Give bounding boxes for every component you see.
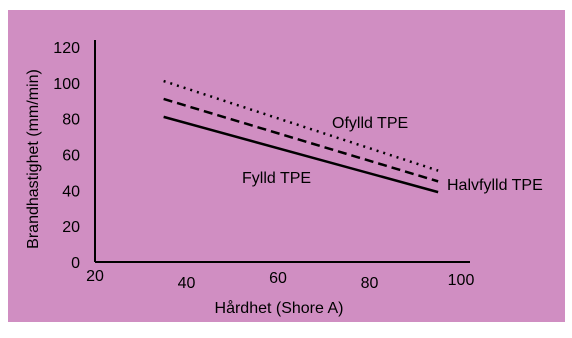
y-tick-label: 80 bbox=[62, 112, 80, 129]
y-tick-label: 120 bbox=[53, 40, 80, 57]
x-axis-title: Hårdhet (Shore A) bbox=[215, 299, 344, 317]
y-tick-label: 40 bbox=[62, 183, 80, 200]
y-axis-title: Brandhastighet (mm/min) bbox=[25, 69, 42, 249]
x-tick-label: 20 bbox=[86, 268, 104, 285]
y-tick-label: 100 bbox=[53, 76, 80, 93]
y-tick-label: 0 bbox=[71, 255, 80, 272]
series-label-3: Fylld TPE bbox=[242, 170, 311, 187]
y-tick-label: 20 bbox=[62, 219, 80, 236]
x-tick-label: 40 bbox=[178, 275, 196, 292]
y-tick-label: 60 bbox=[62, 148, 80, 165]
series-label-1: Ofylld TPE bbox=[332, 115, 408, 132]
series-label-2: Halvfylld TPE bbox=[447, 177, 543, 194]
x-tick-label: 80 bbox=[361, 275, 379, 292]
chart-background bbox=[8, 10, 565, 322]
x-tick-label: 60 bbox=[269, 270, 287, 287]
series-line-2 bbox=[163, 97, 439, 183]
series-line-3 bbox=[163, 115, 439, 194]
x-tick-label: 100 bbox=[448, 272, 475, 289]
